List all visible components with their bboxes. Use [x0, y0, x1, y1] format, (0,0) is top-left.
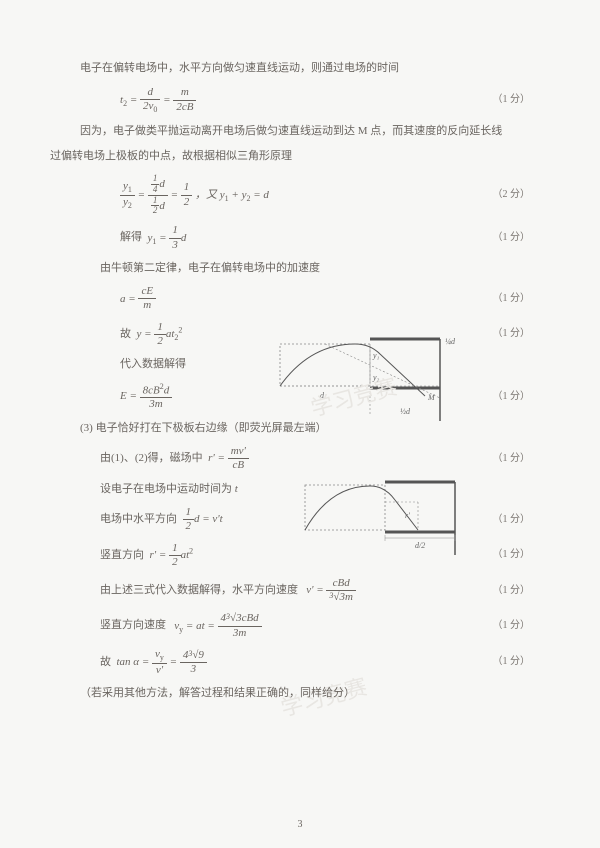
line-text: E = 8cB2d3m	[120, 382, 493, 412]
line-text: 因为，电子做类平抛运动离开电场后做匀速直线运动到达 M 点，而其速度的反向延长线	[80, 123, 530, 141]
line-text: 代入数据解得	[120, 356, 530, 374]
text-line: （若采用其他方法，解答过程和结果正确的，同样给分）	[80, 685, 530, 703]
text-line: 电场中水平方向 12d = v't（1 分）	[80, 506, 530, 533]
points-label: （1 分）	[493, 389, 531, 405]
text-line: t2 = d2v0 = m2cB（1 分）	[80, 86, 530, 115]
text-line: 过偏转电场上极板的中点，故根据相似三角形原理	[50, 148, 530, 166]
line-text: 电场中水平方向 12d = v't	[100, 506, 493, 533]
line-text: 竖直方向速度 vy = at = 43√3cBd3m	[100, 612, 493, 639]
line-text: 由上述三式代入数据解得，水平方向速度 v' = cBd3√3m	[100, 577, 493, 604]
text-line: 代入数据解得	[80, 356, 530, 374]
line-text: 由牛顿第二定律，电子在偏转电场中的加速度	[100, 260, 530, 278]
line-text: 故 y = 12at22	[120, 321, 493, 348]
points-label: （1 分）	[493, 326, 531, 342]
points-label: （1 分）	[493, 583, 531, 599]
points-label: （1 分）	[493, 92, 531, 108]
line-text: （若采用其他方法，解答过程和结果正确的，同样给分）	[80, 685, 530, 703]
points-label: （1 分）	[493, 230, 531, 246]
line-text: 竖直方向 r' = 12at2	[100, 542, 493, 569]
points-label: （1 分）	[493, 291, 531, 307]
points-label: （1 分）	[493, 512, 531, 528]
text-line: E = 8cB2d3m（1 分）	[80, 382, 530, 412]
line-text: 过偏转电场上极板的中点，故根据相似三角形原理	[50, 148, 530, 166]
points-label: （1 分）	[493, 618, 531, 634]
points-label: （1 分）	[493, 547, 531, 563]
text-line: a = cEm（1 分）	[80, 285, 530, 312]
text-line: (3) 电子恰好打在下极板右边缘（即荧光屏最左端）	[80, 420, 530, 438]
line-text: a = cEm	[120, 285, 493, 312]
line-text: t2 = d2v0 = m2cB	[120, 86, 493, 115]
text-line: 故 y = 12at22（1 分）	[80, 321, 530, 348]
line-text: 故 tan α = vyv' = 43√93	[100, 648, 493, 677]
line-text: 设电子在电场中运动时间为 t	[100, 481, 530, 499]
text-line: 故 tan α = vyv' = 43√93（1 分）	[80, 648, 530, 677]
line-text: 电子在偏转电场中，水平方向做匀速直线运动，则通过电场的时间	[80, 60, 530, 78]
text-line: 因为，电子做类平抛运动离开电场后做匀速直线运动到达 M 点，而其速度的反向延长线	[80, 123, 530, 141]
text-line: 竖直方向 r' = 12at2（1 分）	[80, 542, 530, 569]
page-content: 电子在偏转电场中，水平方向做匀速直线运动，则通过电场的时间 t2 = d2v0 =…	[80, 60, 530, 702]
text-line: 解得 y1 = 13d（1 分）	[80, 224, 530, 251]
line-text: (3) 电子恰好打在下极板右边缘（即荧光屏最左端）	[80, 420, 530, 438]
line-text: 由(1)、(2)得，磁场中 r' = mv'cB	[100, 445, 493, 472]
text-line: 电子在偏转电场中，水平方向做匀速直线运动，则通过电场的时间	[80, 60, 530, 78]
text-line: 由牛顿第二定律，电子在偏转电场中的加速度	[80, 260, 530, 278]
page-number: 3	[298, 817, 303, 833]
points-label: （2 分）	[493, 187, 531, 203]
text-line: 由上述三式代入数据解得，水平方向速度 v' = cBd3√3m（1 分）	[80, 577, 530, 604]
text-line: 设电子在电场中运动时间为 t	[80, 481, 530, 499]
text-line: y1y2 = 14d12d = 12 ，又 y1 + y2 = d（2 分）	[80, 174, 530, 217]
line-text: y1y2 = 14d12d = 12 ，又 y1 + y2 = d	[120, 174, 493, 217]
points-label: （1 分）	[493, 451, 531, 467]
text-line: 竖直方向速度 vy = at = 43√3cBd3m（1 分）	[80, 612, 530, 639]
text-line: 由(1)、(2)得，磁场中 r' = mv'cB（1 分）	[80, 445, 530, 472]
line-text: 解得 y1 = 13d	[120, 224, 493, 251]
points-label: （1 分）	[493, 654, 531, 670]
